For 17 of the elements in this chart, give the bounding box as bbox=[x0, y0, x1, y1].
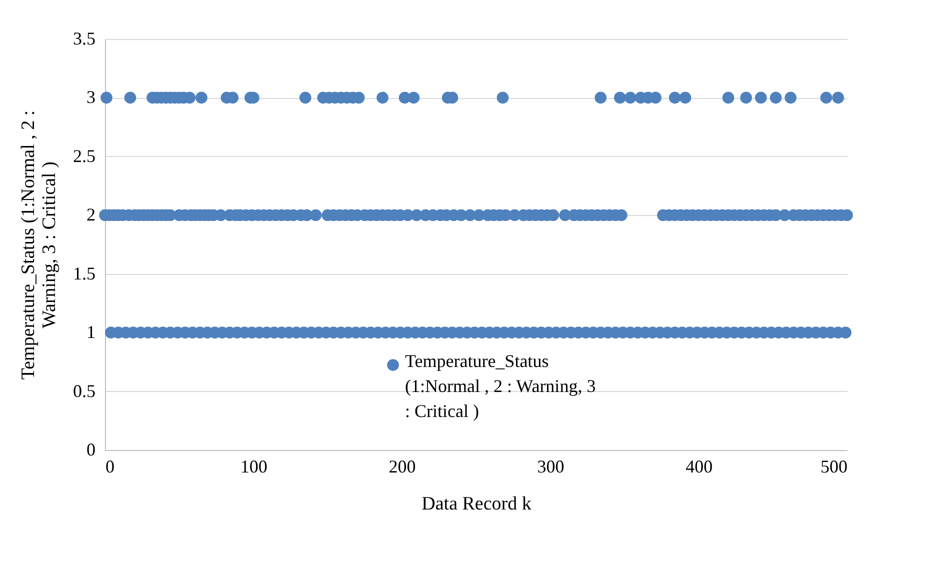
y-tick-label: 3 bbox=[86, 87, 96, 108]
y-tick-label: 3.5 bbox=[73, 28, 96, 48]
y-tick-label: 0 bbox=[86, 440, 96, 460]
x-tick-label: 300 bbox=[537, 456, 564, 476]
x-axis-title: Data Record k bbox=[422, 494, 532, 514]
x-tick-label: 500 bbox=[820, 456, 848, 476]
y-tick-label: 1.5 bbox=[73, 263, 96, 284]
x-tick-label: 200 bbox=[388, 456, 416, 476]
x-tick-label: 400 bbox=[686, 456, 713, 476]
y-tick-label: 2.5 bbox=[73, 146, 96, 166]
y-tick-label: 1 bbox=[86, 322, 96, 342]
y-tick-label: 2 bbox=[86, 204, 96, 225]
legend-label: Temperature_Status (1:Normal , 2 : Warning, 3 : Critical ) bbox=[405, 351, 596, 421]
x-tick-label: 100 bbox=[240, 456, 268, 476]
y-tick-label: 0.5 bbox=[73, 380, 96, 401]
x-tick-label: 0 bbox=[106, 456, 114, 476]
y-axis-title: Temperature_Status (1:Normal , 2 : Warning, 3 : Critical ) bbox=[18, 110, 60, 380]
